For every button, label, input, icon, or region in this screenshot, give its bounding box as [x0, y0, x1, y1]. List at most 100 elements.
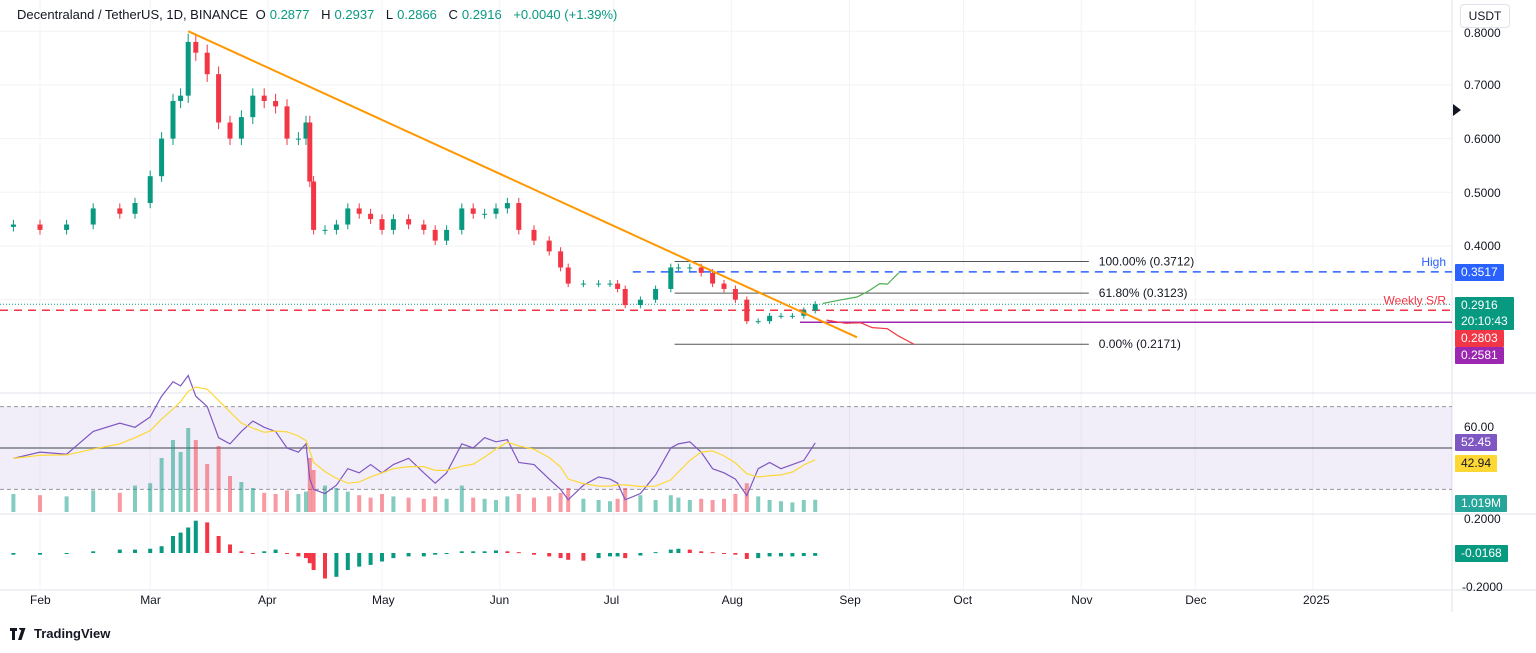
candle-body: [732, 288, 738, 300]
macd-histogram-bar: [311, 553, 316, 570]
volume-bar: [790, 502, 795, 512]
macd-histogram-bar: [566, 553, 571, 560]
volume-bar: [91, 490, 96, 512]
descending-trendline: [187, 30, 858, 339]
macd-histogram-bar: [615, 553, 620, 557]
volume-bar: [687, 500, 692, 512]
low-value: 0.2866: [397, 7, 437, 22]
scroll-to-realtime-icon[interactable]: [1453, 104, 1461, 116]
candle-body: [159, 138, 165, 177]
candle-body: [185, 41, 191, 96]
macd-histogram-bar: [91, 551, 96, 553]
macd-histogram-bar: [779, 553, 783, 557]
candle-body: [322, 229, 328, 231]
macd-histogram-bar: [471, 551, 476, 553]
volume-bar: [801, 500, 806, 512]
macd-histogram-bar: [710, 552, 715, 554]
volume-bar: [186, 428, 191, 512]
macd-histogram-bar: [767, 553, 772, 557]
macd-histogram-bar: [756, 553, 761, 559]
macd-histogram-bar: [11, 553, 16, 555]
volume-bar: [547, 496, 552, 512]
fib-level-label: 100.00% (0.3712): [1099, 254, 1194, 268]
candle-body: [565, 267, 571, 284]
time-axis-label: Nov: [1071, 593, 1093, 607]
macd-histogram-bar: [421, 553, 426, 557]
tradingview-logo[interactable]: TradingView: [10, 626, 110, 641]
volume-bar: [38, 495, 42, 512]
candle-body: [311, 181, 317, 230]
volume-bar: [296, 494, 301, 512]
candle-body: [778, 315, 784, 317]
macd-histogram-bar: [653, 552, 658, 554]
macd-histogram-bar: [505, 551, 510, 553]
volume-bar: [767, 500, 772, 512]
macd-histogram-bar: [744, 553, 749, 559]
high-value: 0.2937: [334, 7, 375, 22]
candle-body: [178, 95, 184, 102]
candle-body: [459, 208, 465, 230]
macd-histogram-bar: [304, 553, 308, 559]
volume-bar: [117, 492, 122, 512]
candle-body: [117, 208, 123, 214]
price-tick: 0.8000: [1464, 26, 1501, 40]
time-axis-label: Feb: [30, 593, 51, 607]
volume-bar: [273, 494, 278, 512]
macd-histogram-bar: [38, 553, 42, 555]
symbol-title[interactable]: Decentraland / TetherUS, 1D, BINANCE: [17, 7, 248, 22]
volume-bar: [444, 498, 449, 512]
time-axis-label: Mar: [140, 593, 161, 607]
rsi-line: [13, 374, 816, 501]
candle-body: [64, 224, 70, 230]
currency-button[interactable]: USDT: [1460, 4, 1510, 28]
macd-histogram-bar: [699, 551, 704, 553]
candle-body: [558, 251, 564, 268]
macd-histogram-bar: [205, 522, 210, 553]
candle-body: [170, 101, 176, 139]
candle-body: [147, 176, 153, 204]
macd-histogram-bar: [323, 553, 327, 579]
candle-body: [37, 224, 43, 230]
macd-histogram-bar: [273, 549, 278, 553]
volume-bar: [471, 497, 476, 512]
candle-body: [653, 288, 659, 300]
candle-body: [444, 229, 450, 241]
volume-bar: [406, 497, 411, 512]
high-price-label: 0.3517: [1455, 264, 1504, 281]
macd-histogram-bar: [148, 548, 153, 553]
candle-body: [637, 299, 643, 306]
candle-body: [10, 224, 16, 227]
rsi-tick: 60.00: [1464, 420, 1495, 434]
candle-body: [615, 283, 621, 289]
volume-bar: [304, 491, 308, 512]
macd-histogram-bar: [193, 520, 198, 553]
macd-histogram-bar: [262, 551, 267, 553]
volume-bar: [345, 491, 350, 512]
candle-body: [531, 229, 537, 241]
time-axis-label: Jul: [603, 593, 620, 607]
volume-bar: [334, 488, 339, 512]
volume-bar: [368, 497, 373, 512]
macd-histogram-bar: [801, 553, 806, 557]
macd-histogram-bar: [171, 536, 175, 553]
candle-body: [546, 240, 552, 252]
macd-histogram-bar: [178, 532, 183, 553]
rsi-ma-line: [13, 386, 816, 488]
fib-level-label: 0.00% (0.2171): [1099, 337, 1181, 351]
candle-body: [368, 213, 374, 220]
candle-body: [303, 122, 309, 139]
volume-bar: [285, 490, 289, 512]
volume-bar: [756, 496, 761, 512]
candle-body: [789, 315, 795, 317]
time-axis-label: Aug: [721, 593, 743, 607]
open-value: 0.2877: [269, 7, 310, 22]
macd-histogram-bar: [733, 553, 738, 555]
volume-bar: [323, 485, 327, 512]
time-axis-label: Dec: [1185, 593, 1207, 607]
volume-bar: [357, 495, 362, 512]
time-axis-label: May: [372, 593, 395, 607]
candle-body: [755, 321, 761, 323]
macd-histogram-bar: [516, 552, 521, 554]
volume-bar: [433, 496, 438, 512]
